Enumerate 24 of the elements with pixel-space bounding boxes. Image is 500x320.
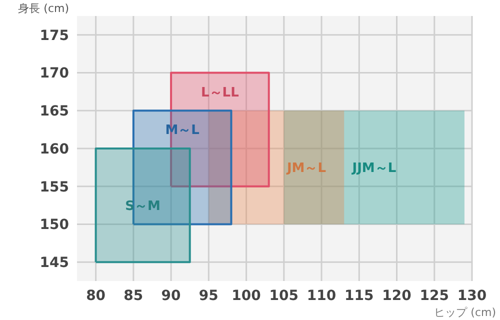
y-tick-label: 155 [40,179,69,196]
series-label: JM～L [286,160,326,176]
x-tick-label: 110 [306,288,336,304]
y-tick-label: 145 [40,254,69,271]
y-tick-label: 175 [40,28,69,44]
y-tick-label: 150 [40,217,70,234]
y-tick-label: 160 [40,141,70,158]
x-axis-title: ヒップ (cm) [434,306,496,319]
series-label: L～LL [201,85,239,100]
series-label: JJM～L [351,160,396,176]
x-tick-label: 85 [124,288,144,304]
y-tick-label: 170 [40,66,70,82]
series-label: M～L [165,123,200,138]
x-tick-label: 120 [382,288,412,304]
x-tick-label: 90 [161,288,182,304]
x-tick-label: 125 [420,288,449,304]
x-tick-label: 130 [457,288,487,304]
y-axis-title: 身長 (cm) [18,2,69,15]
y-tick-label: 165 [40,104,69,120]
x-tick-label: 80 [86,288,106,304]
x-tick-label: 105 [269,288,299,304]
x-tick-label: 115 [344,288,374,304]
x-tick-label: 100 [232,288,262,304]
x-tick-label: 95 [198,288,218,304]
